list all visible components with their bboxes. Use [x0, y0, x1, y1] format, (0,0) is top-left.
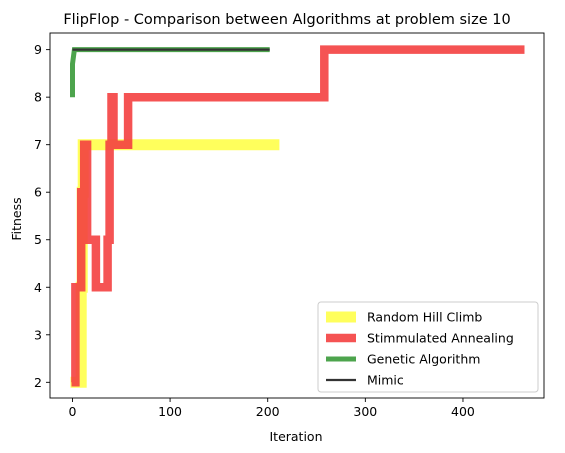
y-tick-label: 8	[34, 90, 42, 105]
y-tick-label: 6	[34, 185, 42, 200]
series-line-random-hill-climb	[70, 139, 280, 388]
y-tick-label: 9	[34, 42, 42, 57]
legend-label-mimic: Mimic	[367, 373, 404, 388]
axes: 0 100 200 300 400 2 3 4 5 6 7 8 9	[34, 32, 545, 419]
plot-area	[70, 45, 525, 388]
x-tick-label: 400	[451, 404, 475, 419]
axes-frame	[49, 32, 545, 399]
legend-label-random-hill-climb: Random Hill Climb	[367, 310, 482, 325]
y-tick-label: 5	[34, 232, 42, 247]
x-tick-label: 100	[158, 404, 182, 419]
series-line-stimmulated-annealing	[71, 45, 525, 387]
y-tick-label: 2	[34, 375, 42, 390]
y-tick-label: 3	[34, 327, 42, 342]
chart-title: FlipFlop - Comparison between Algorithms…	[63, 12, 510, 28]
legend-label-genetic-algorithm: Genetic Algorithm	[367, 352, 480, 367]
y-tick-label: 4	[34, 280, 42, 295]
x-tick-label: 300	[353, 404, 377, 419]
legend-label-stimmulated-annealing: Stimmulated Annealing	[367, 331, 514, 346]
x-tick-label: 200	[256, 404, 280, 419]
y-tick-label: 7	[34, 137, 42, 152]
x-axis-label: Iteration	[269, 429, 322, 444]
series-line-genetic-algorithm	[70, 47, 270, 98]
legend-box	[317, 301, 539, 393]
y-axis-label: Fitness	[9, 197, 24, 240]
legend: Random Hill Climb Stimmulated Annealing Ge…	[317, 301, 539, 393]
x-tick-label: 0	[68, 404, 76, 419]
